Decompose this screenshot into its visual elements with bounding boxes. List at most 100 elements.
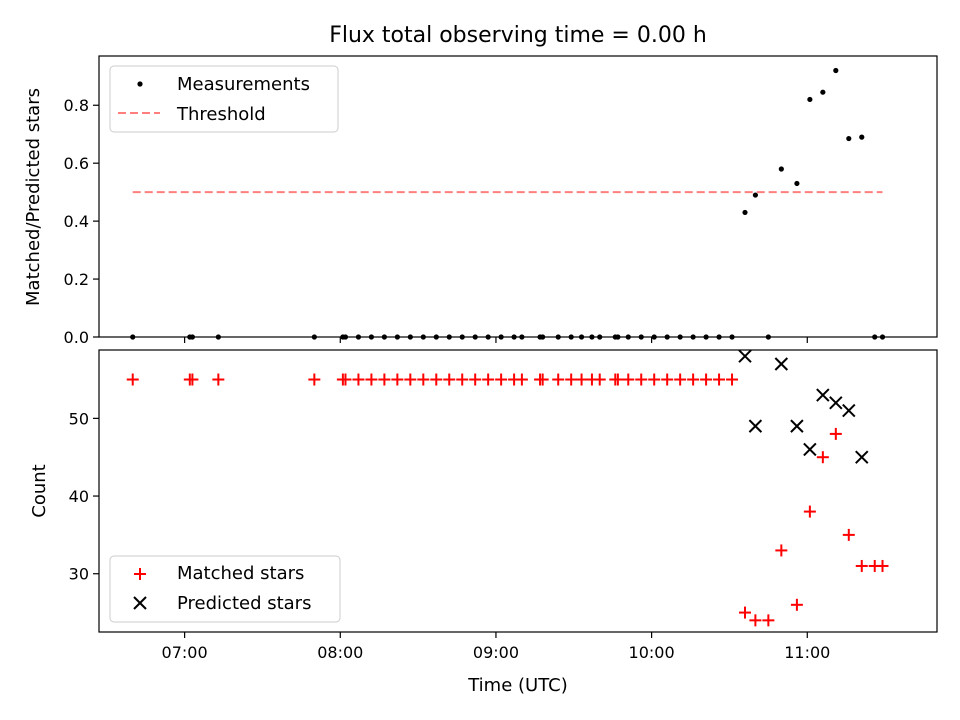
x-tick-label: 11:00 [784, 643, 830, 662]
predicted-stars-point [855, 450, 869, 464]
top-y-ticks: 0.0 0.2 0.4 0.6 0.8 [64, 96, 99, 347]
matched-stars-point [552, 373, 565, 386]
top-x-ticks [184, 337, 808, 343]
matched-stars-point [365, 373, 378, 386]
matched-stars-point [829, 427, 842, 440]
x-tick-label: 09:00 [473, 643, 519, 662]
predicted-stars-point [816, 388, 830, 402]
matched-stars-point [803, 505, 816, 518]
legend-predicted-stars-marker [133, 596, 147, 610]
matched-stars-point [713, 373, 726, 386]
top-y-axis-label: Matched/Predicted stars [23, 88, 44, 306]
matched-stars-point [648, 373, 661, 386]
measurement-point [752, 192, 758, 198]
matched-stars-point [515, 373, 528, 386]
y-tick-label: 40 [69, 487, 89, 506]
bottom-y-ticks: 30 40 50 [69, 409, 99, 584]
matched-stars-point [378, 373, 391, 386]
bottom-panel: 30 40 50 07:00 08:00 09:00 10:00 11:00 Count T… [29, 349, 938, 696]
matched-stars-point [443, 373, 456, 386]
matched-stars-point [749, 614, 762, 627]
predicted-stars-point [790, 419, 804, 433]
top-legend-box [109, 65, 339, 133]
y-tick-label: 30 [69, 565, 89, 584]
predicted-stars-point [803, 442, 817, 457]
bottom-axes-frame [98, 349, 938, 633]
matched-stars-point [308, 373, 321, 386]
matched-stars-point [687, 373, 700, 386]
matched-stars-point [404, 373, 417, 386]
legend-matched-stars-marker [134, 568, 146, 580]
measurement-point [794, 180, 800, 187]
matched-stars-point [611, 373, 624, 386]
top-panel: 0.00.20.40.60.8 Matched/Predicted stars … [23, 55, 938, 347]
predicted-stars-point [738, 349, 752, 363]
matched-stars-point [700, 373, 713, 386]
predicted-stars-point [829, 396, 843, 410]
y-tick-label: 0.4 [64, 212, 89, 231]
x-axis-label: Time (UTC) [467, 675, 568, 696]
measurement-point [807, 96, 813, 103]
matched-stars-point [565, 373, 578, 386]
measurement-point [820, 89, 826, 95]
bottom-plot-content [126, 349, 889, 627]
matched-stars-point [391, 373, 404, 386]
y-tick-label: 0.0 [64, 328, 89, 347]
matched-stars-point [762, 614, 775, 627]
bottom-legend: Matched stars Predicted stars [109, 555, 341, 623]
measurement-point [846, 135, 852, 142]
bottom-x-ticks: 07:00 08:00 09:00 10:00 11:00 [162, 632, 830, 662]
top-axes-frame [98, 55, 938, 338]
matched-stars-point [593, 373, 606, 386]
matched-stars-point [635, 373, 648, 386]
matched-stars-point [855, 559, 868, 572]
matched-stars-point [816, 451, 829, 464]
matched-stars-point [775, 544, 788, 557]
y-tick-label: 50 [69, 409, 89, 428]
matched-stars-point [482, 373, 495, 386]
bottom-legend-box [109, 555, 341, 623]
legend-matched-stars-label: Matched stars [177, 563, 304, 584]
y-tick-label: 0.6 [64, 154, 89, 173]
matched-stars-point [212, 373, 225, 386]
top-legend: Measurements Threshold [109, 65, 339, 133]
matched-stars-point [739, 606, 752, 619]
measurement-point [833, 67, 839, 74]
matched-stars-point [726, 373, 739, 386]
y-tick-label: 0.2 [64, 270, 89, 289]
matched-stars-point [469, 373, 482, 386]
legend-threshold-label: Threshold [176, 104, 266, 125]
measurement-point [742, 209, 748, 216]
y-tick-label: 0.8 [64, 96, 89, 115]
legend-measurements-marker [137, 81, 143, 87]
x-tick-label: 08:00 [317, 643, 363, 662]
predicted-stars-point [842, 403, 856, 418]
legend-measurements-label: Measurements [177, 74, 310, 95]
matched-stars-point [339, 373, 352, 386]
legend-predicted-stars-label: Predicted stars [177, 593, 311, 614]
measurement-point [778, 166, 784, 172]
measurement-point [859, 134, 865, 140]
matched-stars-point [495, 373, 508, 386]
matched-stars-point [186, 373, 199, 386]
matched-stars-point [622, 373, 635, 386]
x-tick-label: 10:00 [629, 643, 675, 662]
matched-stars-point [126, 373, 139, 386]
matched-stars-point [661, 373, 674, 386]
matched-stars-point [417, 373, 430, 386]
predicted-stars-point [774, 357, 789, 371]
chart-title: Flux total observing time = 0.00 h [329, 23, 707, 48]
x-tick-label: 07:00 [162, 643, 208, 662]
matched-stars-point [674, 373, 687, 386]
matched-stars-point [456, 373, 469, 386]
matched-stars-point [842, 528, 855, 541]
matched-stars-point [790, 598, 803, 611]
predicted-stars-point [748, 419, 763, 433]
matched-stars-point [876, 559, 889, 572]
matched-stars-point [430, 373, 443, 386]
matched-stars-point [352, 373, 365, 386]
bottom-y-axis-label: Count [29, 464, 50, 517]
matched-stars-point [536, 373, 549, 386]
matched-stars-point [575, 373, 588, 386]
